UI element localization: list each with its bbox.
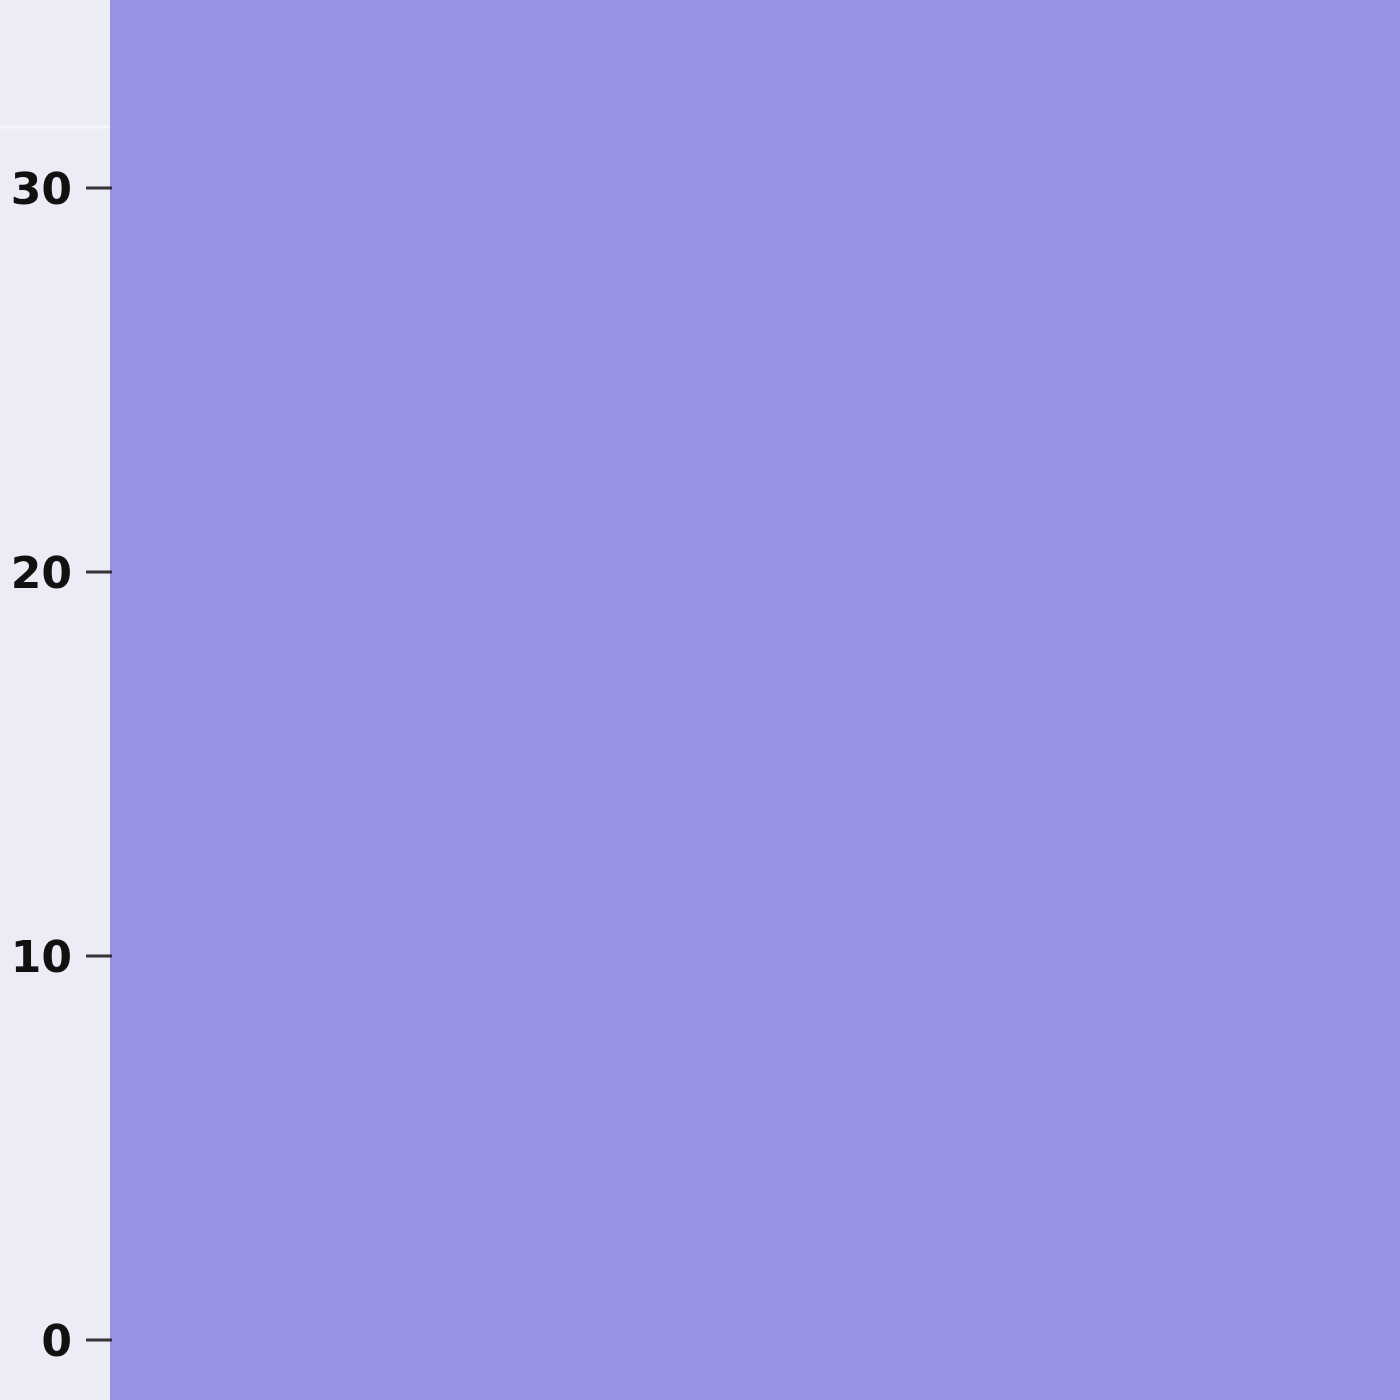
y-tick-label: 30 xyxy=(11,164,72,215)
y-tick-label: 20 xyxy=(11,548,72,599)
y-tick-label: 10 xyxy=(11,932,72,983)
area-fill xyxy=(110,0,1400,1400)
y-tick-label: 0 xyxy=(41,1316,72,1367)
